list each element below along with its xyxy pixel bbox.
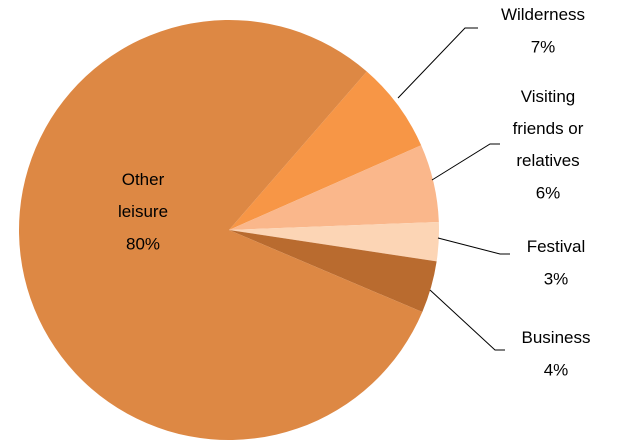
slice-value-label: 4% <box>544 360 569 379</box>
pie-slice <box>229 71 422 230</box>
slice-label: Other leisure <box>118 170 168 221</box>
slice-value-label: 7% <box>531 37 556 56</box>
slice-label: Visiting friends or relatives <box>513 87 584 170</box>
slice-value-label: 3% <box>544 269 569 288</box>
pie-slice <box>229 145 439 230</box>
pie-slice <box>229 230 437 313</box>
pie-slice <box>19 19 423 440</box>
pie-slice <box>229 221 439 262</box>
slice-label: Business <box>522 328 591 347</box>
leader-line <box>429 289 505 351</box>
slice-value-label: 80% <box>126 234 160 253</box>
slice-value-label: 6% <box>536 183 561 202</box>
leader-line <box>397 27 478 99</box>
slice-label: Festival <box>527 237 586 256</box>
slice-label: Wilderness <box>501 5 585 24</box>
leader-line <box>437 237 510 255</box>
leader-line <box>431 143 500 181</box>
